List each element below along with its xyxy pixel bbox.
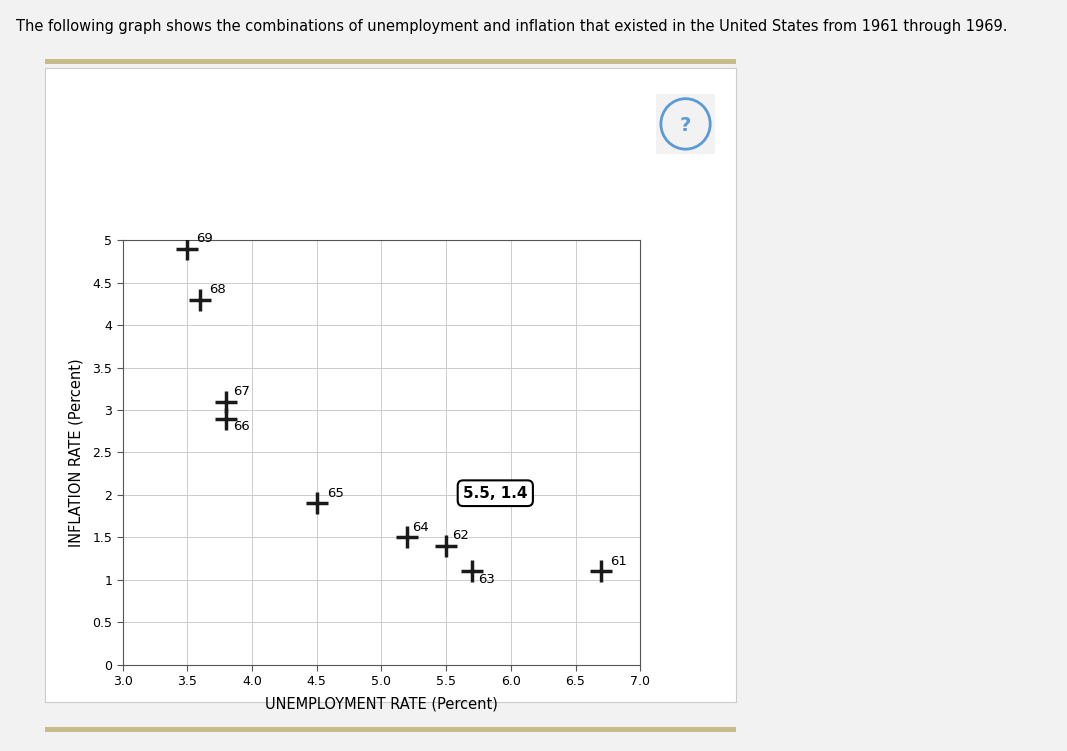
Text: 65: 65: [328, 487, 344, 500]
Y-axis label: INFLATION RATE (Percent): INFLATION RATE (Percent): [69, 358, 84, 547]
Text: ?: ?: [680, 116, 691, 134]
Text: 63: 63: [478, 573, 495, 586]
Text: 5.5, 1.4: 5.5, 1.4: [463, 486, 527, 501]
Text: 62: 62: [452, 529, 469, 542]
Text: 61: 61: [610, 555, 627, 568]
Text: 69: 69: [196, 231, 213, 245]
Text: 64: 64: [413, 521, 429, 534]
Text: 67: 67: [233, 385, 250, 398]
Text: 68: 68: [209, 283, 226, 297]
Text: 66: 66: [233, 420, 250, 433]
X-axis label: UNEMPLOYMENT RATE (Percent): UNEMPLOYMENT RATE (Percent): [265, 696, 498, 711]
Text: The following graph shows the combinations of unemployment and inflation that ex: The following graph shows the combinatio…: [16, 19, 1007, 34]
